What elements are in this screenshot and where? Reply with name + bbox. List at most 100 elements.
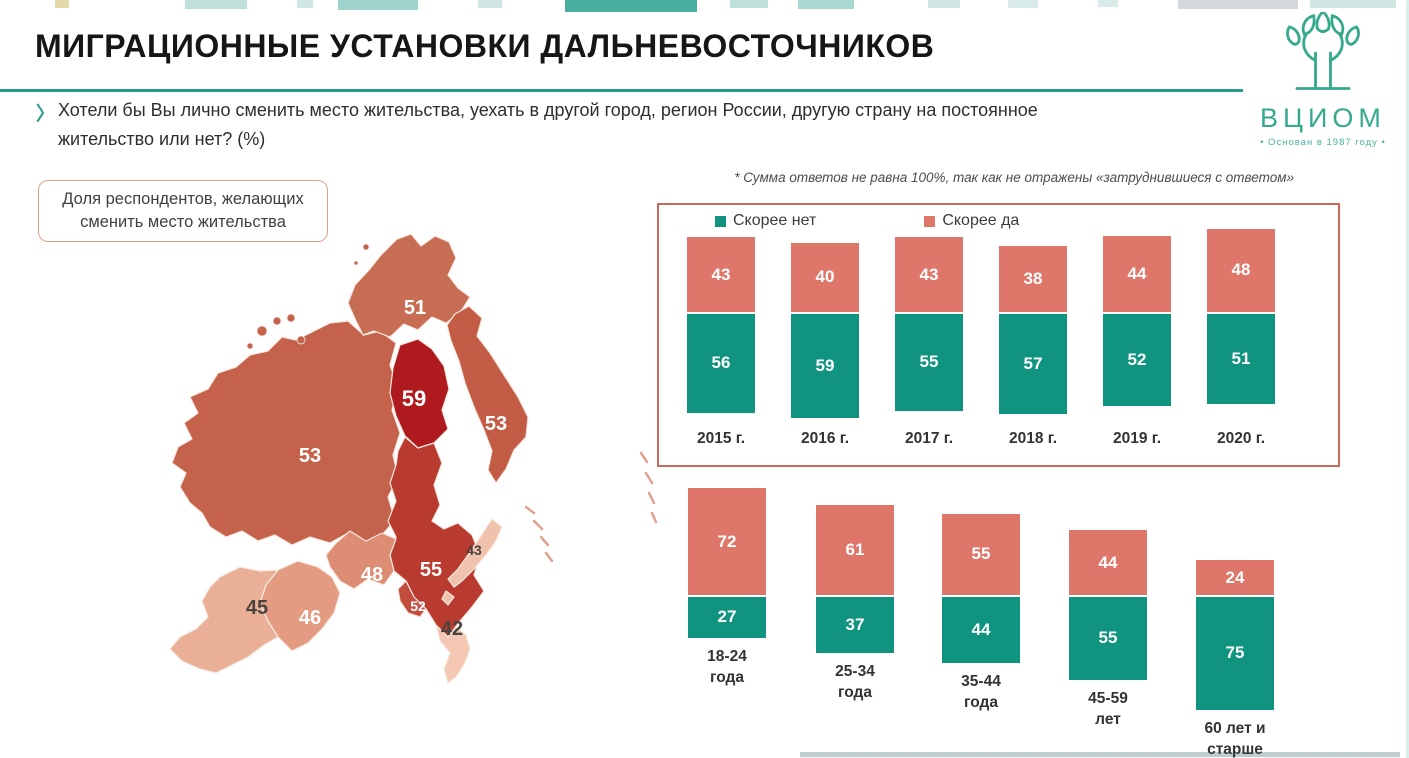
bar-value: 48 [1231,260,1251,280]
map-region-yakutia [171,320,401,546]
bar-segment-no: 75 [1196,597,1274,710]
map-region-kamchatka [446,305,529,484]
category-label: 25-34 года [835,662,875,701]
bar-segment-yes: 61 [816,504,894,595]
category-label: 2017 г. [905,430,953,447]
map-caption-box: Доля респондентов, желающих сменить мест… [38,180,328,242]
logo-name: ВЦИОМ [1260,103,1386,133]
map-region-khabarovsk [387,436,485,638]
page-title: МИГРАЦИОННЫЕ УСТАНОВКИ ДАЛЬНЕВОСТОЧНИКОВ [35,28,935,64]
category-label: 60 лет и старше [1204,719,1266,758]
right-edge-artifact [1406,0,1409,758]
bar-value: 51 [1231,348,1251,368]
bar-segment-no: 37 [816,597,894,653]
map-value-magadan: 59 [402,386,426,411]
map-island [246,342,254,350]
bar-value: 44 [971,620,991,639]
bar-segment-no: 27 [688,597,766,638]
category-label: 2016 г. [801,430,849,447]
map-island [362,243,370,251]
chart-legend: Скорее нет Скорее да [715,212,1019,230]
map-region-jewish-ao [397,580,427,618]
map-value-zabaykalsky: 45 [246,597,268,619]
bar-segment-no: 55 [1069,597,1147,680]
bar-segment-no: 55 [895,314,963,411]
top-edge-artifact [1008,0,1038,8]
bar-value: 43 [919,264,939,284]
bar-value: 57 [1023,354,1043,374]
map-value-amur: 48 [361,564,383,586]
title-divider [0,89,1243,92]
map-region-sakhalin [447,518,503,588]
map-region-primorye [435,624,471,684]
map-region-zabaykalsky [169,566,279,674]
bar-value: 61 [845,539,865,559]
year-chart-frame: Скорее нет Скорее да 43 56 2015 г. 40 59 2016… [657,203,1340,467]
map-island [272,316,282,326]
bar-segment-yes: 43 [895,237,963,312]
map-value-jewish-ao: 52 [410,598,426,614]
category-label: 45-59 лет [1088,689,1128,728]
top-edge-artifact [565,0,697,12]
top-edge-artifact [730,0,768,8]
age-bars: 72 27 18-24 года 61 37 25-34 года 55 44 35-44 го… [655,480,1367,758]
bar-segment-yes: 38 [999,246,1067,312]
far-east-map: 51 59 53 53 55 48 43 52 42 46 45 [169,233,658,684]
map-value-sakhalin: 43 [466,542,482,558]
bar-value: 59 [815,355,835,375]
map-island-chain [524,451,658,563]
category-label: 35-44 года [961,673,1001,711]
legend-no-label: Скорее нет [733,212,817,229]
question-line-1: Хотели бы Вы лично сменить место жительс… [58,100,1038,120]
legend-yes-label: Скорее да [942,212,1020,229]
map-island [256,325,268,337]
bar-value: 55 [919,352,939,372]
map-value-buryatia: 46 [299,607,321,629]
bar-value: 75 [1225,643,1245,663]
map-island [296,335,306,345]
top-edge-artifact [478,0,502,8]
bar-value: 27 [717,607,737,627]
map-caption-line-2: сменить место жительства [80,213,286,231]
bar-segment-yes: 44 [1103,235,1171,312]
bar-segment-yes: 44 [1069,530,1147,595]
legend-item-yes: Скорее да [924,212,1019,230]
bar-segment-no: 59 [791,314,859,418]
bar-segment-no: 56 [687,314,755,413]
map-region-chukotka [347,233,471,338]
bar-segment-yes: 55 [942,513,1020,595]
bar-value: 44 [1098,552,1118,572]
question-bullet-icon: 〉 [36,104,56,125]
map-value-primorye: 42 [441,618,463,640]
survey-note: * Сумма ответов не равна 100%, так как н… [734,170,1294,185]
map-island [353,260,359,266]
legend-no-swatch-icon [715,215,726,227]
map-region-magadan [389,338,450,449]
category-label: 18-24 года [707,647,747,686]
category-label: 2015 г. [697,430,745,447]
category-label: 2018 г. [1009,430,1057,447]
bar-segment-no: 44 [942,597,1020,663]
bar-value: 37 [845,614,865,634]
map-value-yakutia: 53 [299,445,321,467]
bar-segment-yes: 48 [1207,228,1275,312]
bar-segment-no: 51 [1207,314,1275,404]
bar-segment-no: 52 [1103,314,1171,406]
bar-value: 24 [1225,567,1245,587]
bar-value: 52 [1127,349,1147,369]
top-edge-artifact [928,0,960,8]
logo-tagline: • Основан в 1987 году • [1260,137,1386,148]
map-value-chukotka: 51 [404,297,426,319]
top-edge-artifact [297,0,313,8]
bar-value: 72 [717,531,737,551]
top-edge-artifact [1310,0,1396,8]
bar-segment-yes: 43 [687,237,755,312]
map-region-sakhalin-islet [441,590,455,606]
question-line-2: жительство или нет? (%) [58,129,266,149]
map-value-kamchatka: 53 [485,413,507,435]
year-bars: 43 56 2015 г. 40 59 2016 г. 43 55 2017 г. 38 57 201… [659,205,1338,465]
top-edge-artifact [1178,0,1298,9]
top-edge-artifact [55,0,69,8]
bar-segment-yes: 40 [791,242,859,312]
